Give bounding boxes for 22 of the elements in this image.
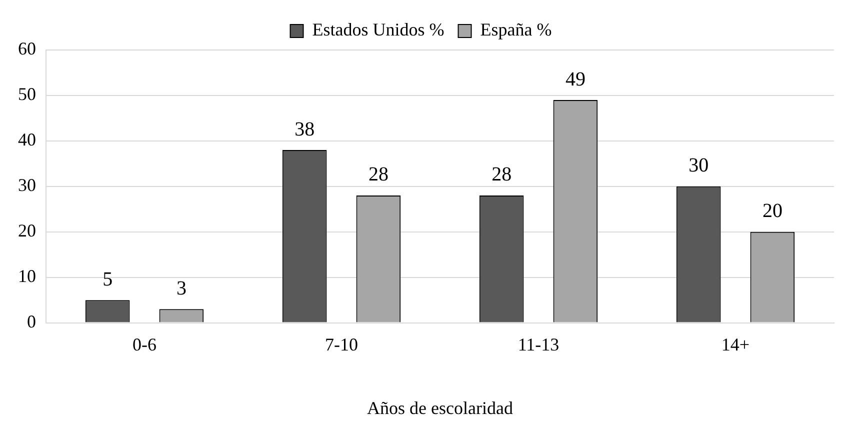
y-tick-label: 40 — [18, 130, 36, 150]
data-label: 49 — [565, 68, 586, 90]
data-label: 3 — [176, 277, 186, 300]
x-tick-label: 7-10 — [325, 334, 358, 354]
x-tick-label: 11-13 — [518, 334, 560, 354]
data-label: 28 — [492, 164, 512, 186]
y-tick-label: 30 — [18, 175, 36, 196]
data-label: 38 — [294, 118, 315, 140]
data-label: 30 — [688, 154, 709, 177]
x-axis-title: Años de escolaridad — [367, 398, 513, 418]
y-tick-label: 0 — [27, 312, 36, 332]
data-label: 20 — [762, 200, 782, 222]
legend-label: Estados Unidos % — [312, 20, 444, 40]
y-tick-label: 60 — [18, 38, 36, 59]
data-label: 5 — [102, 268, 113, 290]
x-tick-label: 14+ — [721, 334, 750, 354]
y-tick-label: 50 — [18, 84, 36, 104]
data-label: 28 — [368, 164, 388, 186]
legend-label: España % — [480, 20, 552, 40]
y-tick-label: 20 — [18, 220, 36, 241]
x-tick-label: 0-6 — [132, 334, 156, 354]
y-tick-label: 10 — [18, 266, 36, 286]
